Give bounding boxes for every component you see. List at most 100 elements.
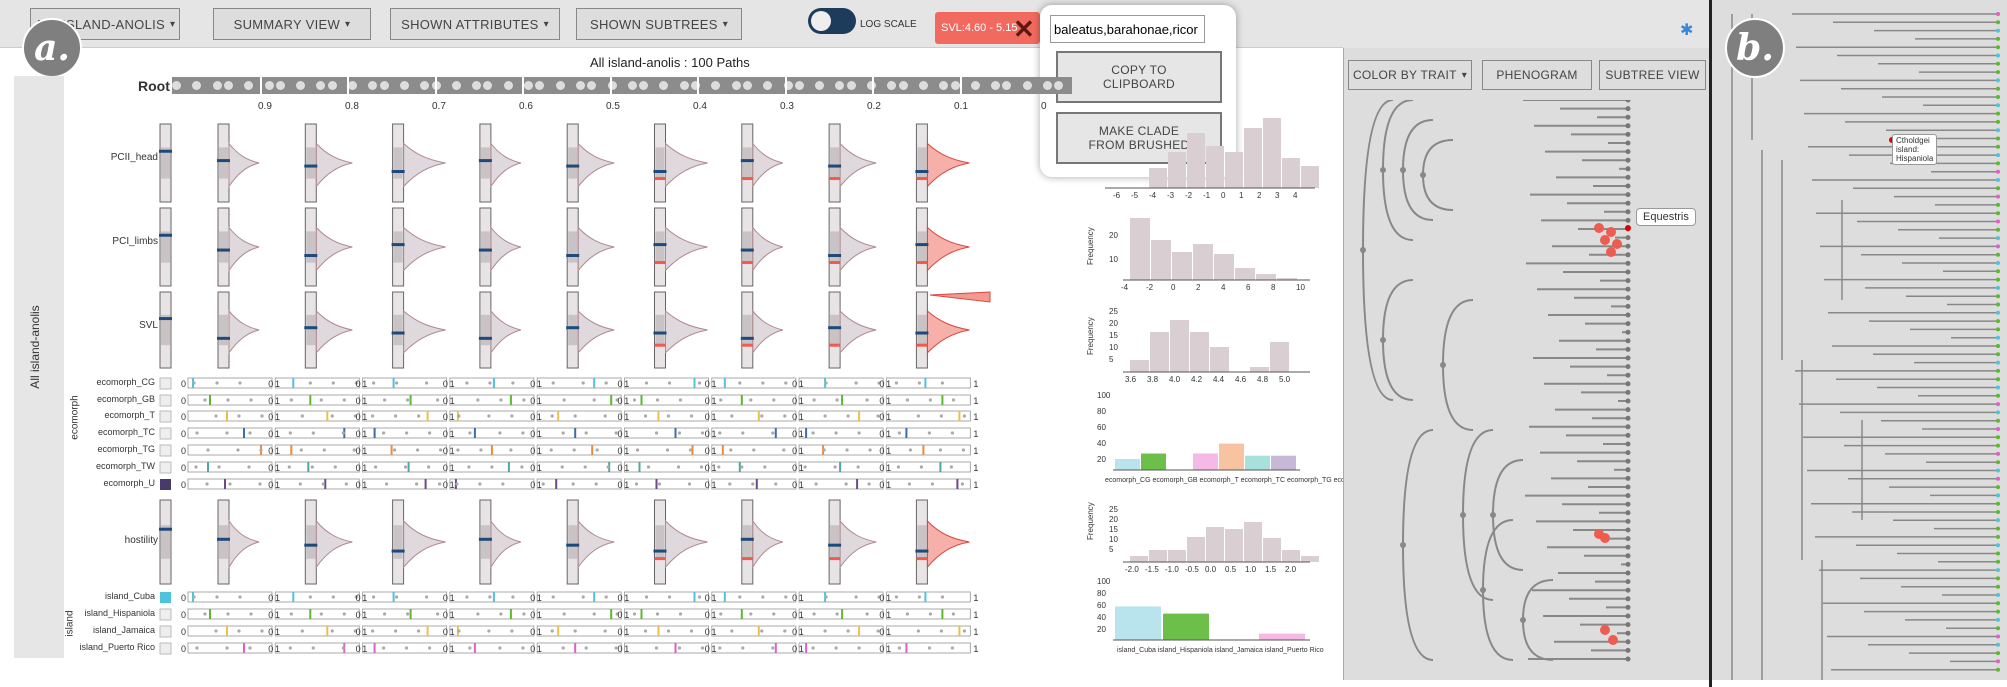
tree-leaf (1996, 510, 2000, 514)
category-dot (717, 465, 721, 469)
summary-box (304, 123, 317, 203)
category-dot (405, 646, 409, 650)
density-violin (665, 309, 708, 355)
color-by-trait-dropdown[interactable]: COLOR BY TRAIT ▾ (1348, 60, 1472, 90)
category-dot (697, 381, 702, 385)
zero-label: 0 (268, 593, 273, 603)
tree-leaf (1625, 286, 1631, 292)
category-track (711, 394, 797, 406)
summary-box-band (480, 231, 490, 263)
category-tick (574, 428, 577, 438)
category-dot (677, 431, 682, 435)
root-dot (970, 81, 980, 90)
brush-marker (654, 557, 666, 561)
hist-ytick: 25 (1109, 307, 1118, 316)
category-dot (833, 465, 837, 469)
zero-label: 0 (443, 610, 448, 620)
category-track (885, 478, 971, 490)
category-dot (917, 381, 922, 385)
zero-label: 0 (356, 396, 361, 406)
one-label: 1 (712, 396, 717, 406)
hist-bar (1250, 367, 1269, 372)
category-bar (1115, 459, 1140, 470)
subtree-view-button[interactable]: SUBTREE VIEW (1599, 60, 1706, 90)
hist-tick: -1 (1203, 191, 1211, 200)
category-track (885, 394, 971, 406)
density-violin (228, 519, 260, 570)
tree-leaf (1996, 443, 2000, 448)
island-row-label: island_Puerto Rico (79, 642, 155, 652)
zero-label: 0 (879, 446, 884, 456)
category-dot (382, 431, 386, 435)
tree-leaf (1625, 544, 1631, 550)
taxa-input[interactable] (1050, 15, 1205, 43)
copy-to-clipboard-button[interactable]: COPY TO CLIPBOARD (1056, 51, 1222, 103)
tree-leaf (1996, 393, 2000, 398)
mean-marker (828, 164, 842, 168)
category-dot (478, 482, 482, 486)
category-dot (844, 482, 848, 486)
zero-label: 0 (879, 379, 884, 389)
category-tick (958, 411, 961, 421)
category-tick (740, 609, 743, 619)
summary-box (915, 207, 928, 287)
summary-box (392, 207, 405, 287)
category-track (187, 410, 273, 422)
category-dot (457, 629, 461, 633)
category-dot (551, 595, 555, 599)
category-dot (908, 448, 913, 452)
category-dot (916, 414, 921, 418)
category-axis-labels: ecomorph_CG ecomorph_GB ecomorph_T ecomo… (1105, 477, 1345, 484)
category-tick (555, 479, 558, 489)
tick-label: 0.5 (606, 101, 620, 112)
ecomorph-row-label: ecomorph_TW (95, 461, 155, 471)
close-icon[interactable]: ✕ (1013, 14, 1035, 44)
category-dot (573, 414, 577, 418)
summary-box (915, 291, 928, 369)
hist-bar (1235, 268, 1255, 280)
tree-leaf (1996, 28, 2000, 33)
category-dot (916, 629, 921, 633)
root-label: Root (138, 78, 170, 94)
category-swatch (159, 394, 172, 407)
shown-subtrees-dropdown[interactable]: SHOWN SUBTREES ▾ (576, 8, 742, 40)
summary-box-band (655, 147, 665, 179)
category-dot (678, 612, 683, 616)
tree-leaf (1625, 364, 1631, 370)
one-label: 1 (275, 480, 280, 490)
one-label: 1 (886, 429, 891, 439)
hist-bar (1168, 152, 1186, 188)
shown-attributes-dropdown[interactable]: SHOWN ATTRIBUTES ▾ (390, 8, 560, 40)
category-track (449, 427, 535, 439)
category-dot (939, 414, 944, 418)
mean-marker (478, 248, 492, 252)
range-chip[interactable]: SVL:4.60 - 5.15 (935, 12, 1040, 44)
brushed-node (1594, 223, 1604, 233)
hist-tick: -1.5 (1145, 565, 1159, 574)
bug-icon[interactable]: ✱ (1680, 22, 1694, 39)
tree-leaf (1996, 119, 2000, 124)
category-dot (236, 448, 240, 452)
tree-clade (1492, 459, 1524, 571)
category-swatch (159, 427, 172, 440)
category-dot (205, 482, 209, 486)
category-tick (941, 609, 944, 619)
tree-leaf (1625, 106, 1631, 112)
root-dot (835, 81, 845, 90)
summary-box (479, 291, 492, 369)
phenogram-button[interactable]: PHENOGRAM (1482, 60, 1592, 90)
log-scale-toggle[interactable] (808, 8, 856, 34)
summary-box-band (742, 147, 752, 179)
zero-label: 0 (705, 379, 710, 389)
tree-leaf (1996, 335, 2000, 340)
zero-label: 0 (356, 593, 361, 603)
category-dot (406, 398, 410, 402)
category-dot (572, 448, 576, 452)
tree-node (1360, 247, 1366, 253)
summary-view-dropdown[interactable]: SUMMARY VIEW ▾ (213, 8, 371, 40)
category-track (274, 444, 360, 456)
tree-leaf (1625, 467, 1631, 473)
root-bar[interactable] (172, 77, 1072, 94)
category-dot (353, 629, 357, 633)
tree-leaf (1625, 123, 1631, 129)
